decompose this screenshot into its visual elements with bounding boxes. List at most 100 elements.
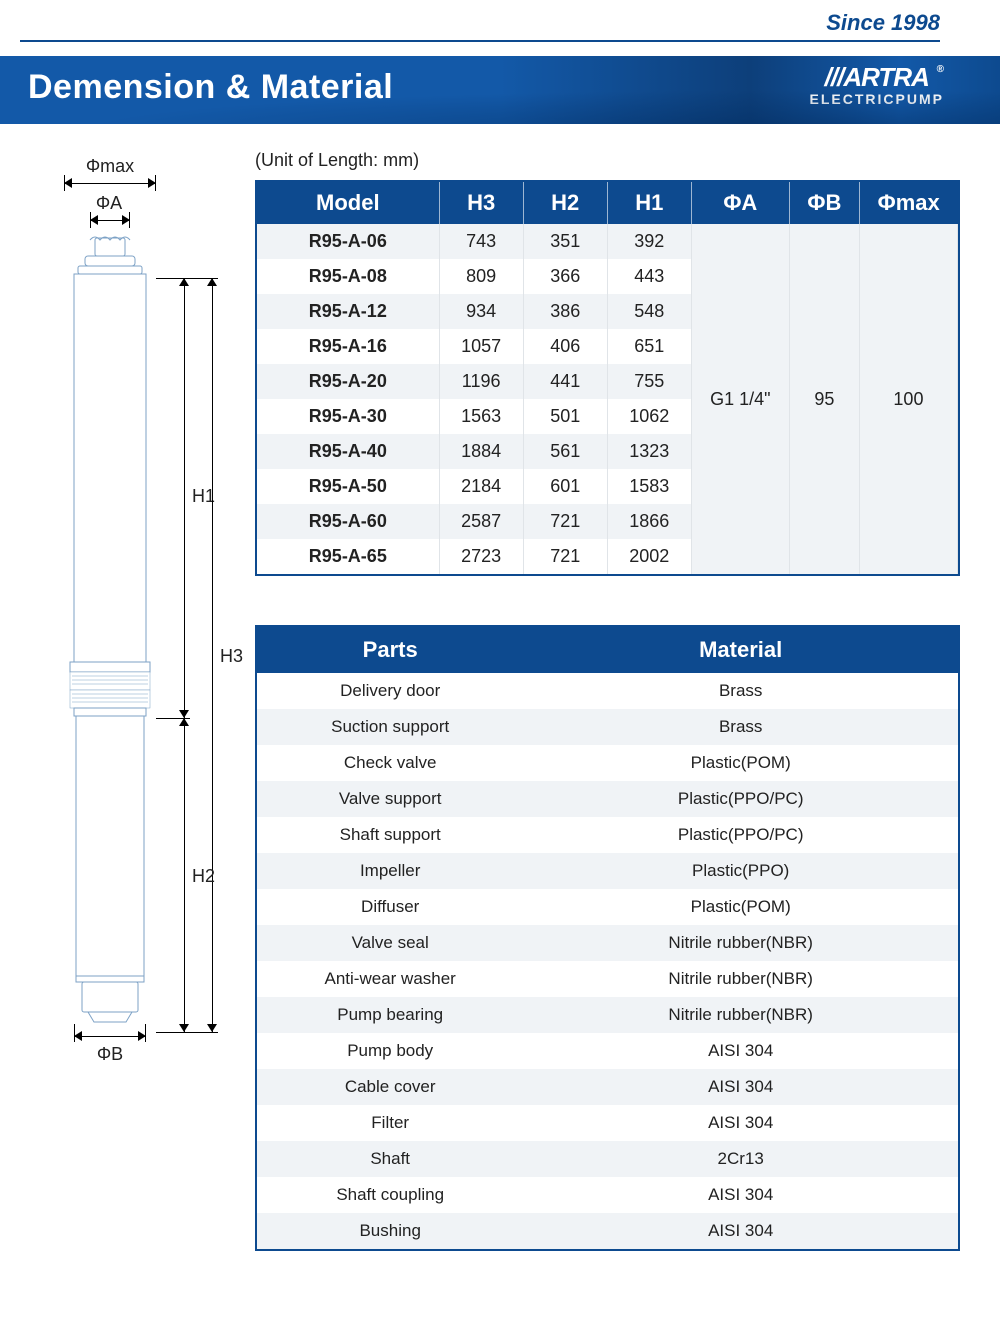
part-cell: Valve support xyxy=(257,781,523,817)
pump-diagram: Φmax ΦA xyxy=(60,156,230,1065)
table-row: ImpellerPlastic(PPO) xyxy=(257,853,958,889)
model-cell: R95-A-50 xyxy=(257,469,439,504)
h1-dimline xyxy=(184,278,185,718)
material-cell: Brass xyxy=(523,673,958,709)
value-cell: 1323 xyxy=(607,434,691,469)
value-cell: 351 xyxy=(523,224,607,259)
brand-wordmark-text: ///ARTRA xyxy=(825,62,929,92)
value-cell: 441 xyxy=(523,364,607,399)
part-cell: Valve seal xyxy=(257,925,523,961)
dim-col-0: Model xyxy=(257,182,439,224)
value-cell: 1062 xyxy=(607,399,691,434)
h3-dimline xyxy=(212,278,213,1032)
part-cell: Filter xyxy=(257,1105,523,1141)
mat-col-1: Material xyxy=(523,626,958,673)
table-row: Suction supportBrass xyxy=(257,709,958,745)
material-cell: 2Cr13 xyxy=(523,1141,958,1177)
table-row: Shaft couplingAISI 304 xyxy=(257,1177,958,1213)
value-cell: 934 xyxy=(439,294,523,329)
model-cell: R95-A-06 xyxy=(257,224,439,259)
table-row: Cable coverAISI 304 xyxy=(257,1069,958,1105)
table-row: Valve supportPlastic(PPO/PC) xyxy=(257,781,958,817)
phib-arrow xyxy=(74,1030,146,1044)
value-cell: 406 xyxy=(523,329,607,364)
material-table: PartsMaterial Delivery doorBrassSuction … xyxy=(255,625,960,1251)
value-cell: 743 xyxy=(439,224,523,259)
material-cell: AISI 304 xyxy=(523,1033,958,1069)
part-cell: Shaft coupling xyxy=(257,1177,523,1213)
value-cell: 2184 xyxy=(439,469,523,504)
phia-arrow xyxy=(90,214,130,228)
h2-label: H2 xyxy=(192,866,215,887)
table-row: Shaft supportPlastic(PPO/PC) xyxy=(257,817,958,853)
value-cell: 651 xyxy=(607,329,691,364)
table-row: R95-A-06743351392G1 1/4"95100 xyxy=(257,224,958,259)
table-row: Anti-wear washerNitrile rubber(NBR) xyxy=(257,961,958,997)
h3-label: H3 xyxy=(220,646,243,667)
phia-label: ΦA xyxy=(84,193,134,214)
part-cell: Shaft xyxy=(257,1141,523,1177)
brand-wordmark: ///ARTRA ® xyxy=(825,62,929,93)
model-cell: R95-A-20 xyxy=(257,364,439,399)
value-cell: 1866 xyxy=(607,504,691,539)
value-cell: 1196 xyxy=(439,364,523,399)
part-cell: Pump body xyxy=(257,1033,523,1069)
part-cell: Diffuser xyxy=(257,889,523,925)
material-cell: Brass xyxy=(523,709,958,745)
h2-dimline xyxy=(184,718,185,1032)
value-cell: 2587 xyxy=(439,504,523,539)
header-rule xyxy=(20,40,940,42)
material-cell: Plastic(PPO/PC) xyxy=(523,781,958,817)
part-cell: Impeller xyxy=(257,853,523,889)
material-cell: Plastic(POM) xyxy=(523,889,958,925)
value-cell: 1057 xyxy=(439,329,523,364)
value-cell: 601 xyxy=(523,469,607,504)
material-cell: Nitrile rubber(NBR) xyxy=(523,997,958,1033)
dim-col-2: H2 xyxy=(523,182,607,224)
dim-col-6: Φmax xyxy=(859,182,957,224)
part-cell: Suction support xyxy=(257,709,523,745)
material-cell: AISI 304 xyxy=(523,1105,958,1141)
value-cell: 1563 xyxy=(439,399,523,434)
mat-col-0: Parts xyxy=(257,626,523,673)
material-cell: Nitrile rubber(NBR) xyxy=(523,925,958,961)
since-label: Since 1998 xyxy=(826,10,940,36)
dimension-table: ModelH3H2H1ΦAΦBΦmax R95-A-06743351392G1 … xyxy=(255,180,960,576)
dim-col-1: H3 xyxy=(439,182,523,224)
merged-phi_a: G1 1/4" xyxy=(691,224,789,574)
value-cell: 443 xyxy=(607,259,691,294)
model-cell: R95-A-08 xyxy=(257,259,439,294)
value-cell: 501 xyxy=(523,399,607,434)
value-cell: 386 xyxy=(523,294,607,329)
model-cell: R95-A-40 xyxy=(257,434,439,469)
material-cell: Plastic(POM) xyxy=(523,745,958,781)
value-cell: 721 xyxy=(523,539,607,574)
material-cell: Plastic(PPO/PC) xyxy=(523,817,958,853)
model-cell: R95-A-60 xyxy=(257,504,439,539)
table-row: BushingAISI 304 xyxy=(257,1213,958,1249)
part-cell: Bushing xyxy=(257,1213,523,1249)
table-row: FilterAISI 304 xyxy=(257,1105,958,1141)
table-row: Shaft2Cr13 xyxy=(257,1141,958,1177)
table-row: Pump bearingNitrile rubber(NBR) xyxy=(257,997,958,1033)
material-cell: Nitrile rubber(NBR) xyxy=(523,961,958,997)
value-cell: 1884 xyxy=(439,434,523,469)
dim-col-3: H1 xyxy=(607,182,691,224)
value-cell: 548 xyxy=(607,294,691,329)
value-cell: 809 xyxy=(439,259,523,294)
value-cell: 392 xyxy=(607,224,691,259)
table-row: DiffuserPlastic(POM) xyxy=(257,889,958,925)
brand-logo: ///ARTRA ® ELECTRICPUMP xyxy=(810,62,944,107)
phimax-label: Φmax xyxy=(60,156,160,177)
part-cell: Cable cover xyxy=(257,1069,523,1105)
page-title: Demension & Material xyxy=(28,68,393,107)
material-cell: AISI 304 xyxy=(523,1177,958,1213)
model-cell: R95-A-12 xyxy=(257,294,439,329)
model-cell: R95-A-16 xyxy=(257,329,439,364)
value-cell: 561 xyxy=(523,434,607,469)
material-cell: AISI 304 xyxy=(523,1069,958,1105)
value-cell: 366 xyxy=(523,259,607,294)
material-cell: AISI 304 xyxy=(523,1213,958,1249)
value-cell: 1583 xyxy=(607,469,691,504)
table-row: Valve sealNitrile rubber(NBR) xyxy=(257,925,958,961)
